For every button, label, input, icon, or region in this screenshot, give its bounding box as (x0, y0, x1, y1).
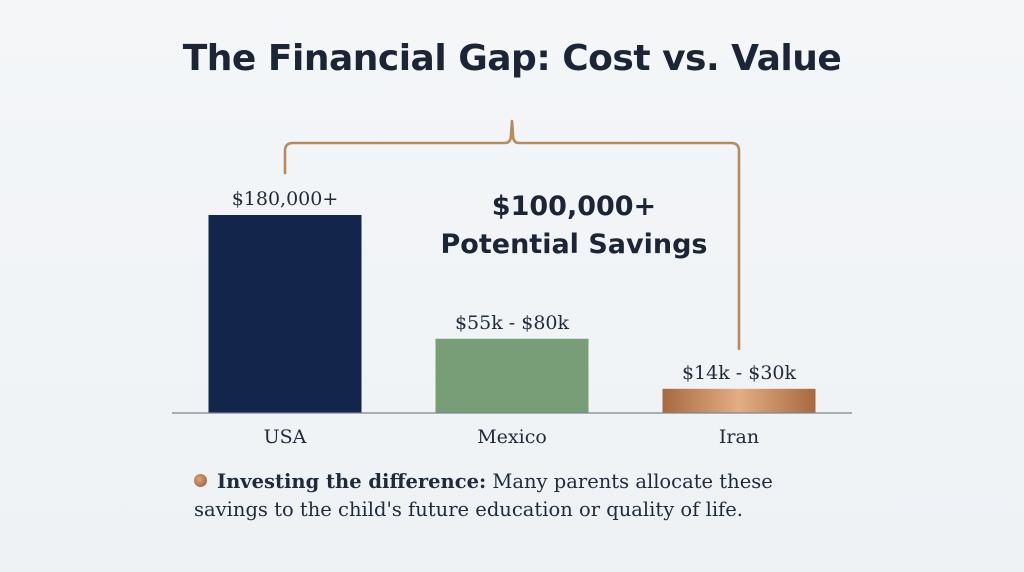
footnote: Investing the difference: Many parents a… (194, 468, 834, 524)
footnote-lead: Investing the difference: (217, 470, 487, 493)
footnote-text: Many parents allocate these savings to t… (194, 470, 773, 521)
bar-mexico (435, 338, 589, 413)
category-label-usa: USA (264, 426, 307, 448)
chart-title: The Financial Gap: Cost vs. Value (182, 38, 842, 79)
category-label-mexico: Mexico (477, 426, 547, 448)
value-label-mexico: $55k - $80k (455, 312, 570, 334)
savings-callout: $100,000+ Potential Savings (414, 188, 734, 264)
bar-iran (662, 388, 816, 413)
category-label-iran: Iran (719, 426, 759, 448)
savings-amount: $100,000+ (491, 191, 657, 222)
savings-label: Potential Savings (440, 229, 708, 260)
value-label-iran: $14k - $30k (682, 362, 797, 384)
bar-usa (208, 215, 362, 413)
bullet-icon (194, 474, 207, 487)
savings-bracket (283, 119, 741, 351)
value-label-usa: $180,000+ (232, 188, 339, 210)
